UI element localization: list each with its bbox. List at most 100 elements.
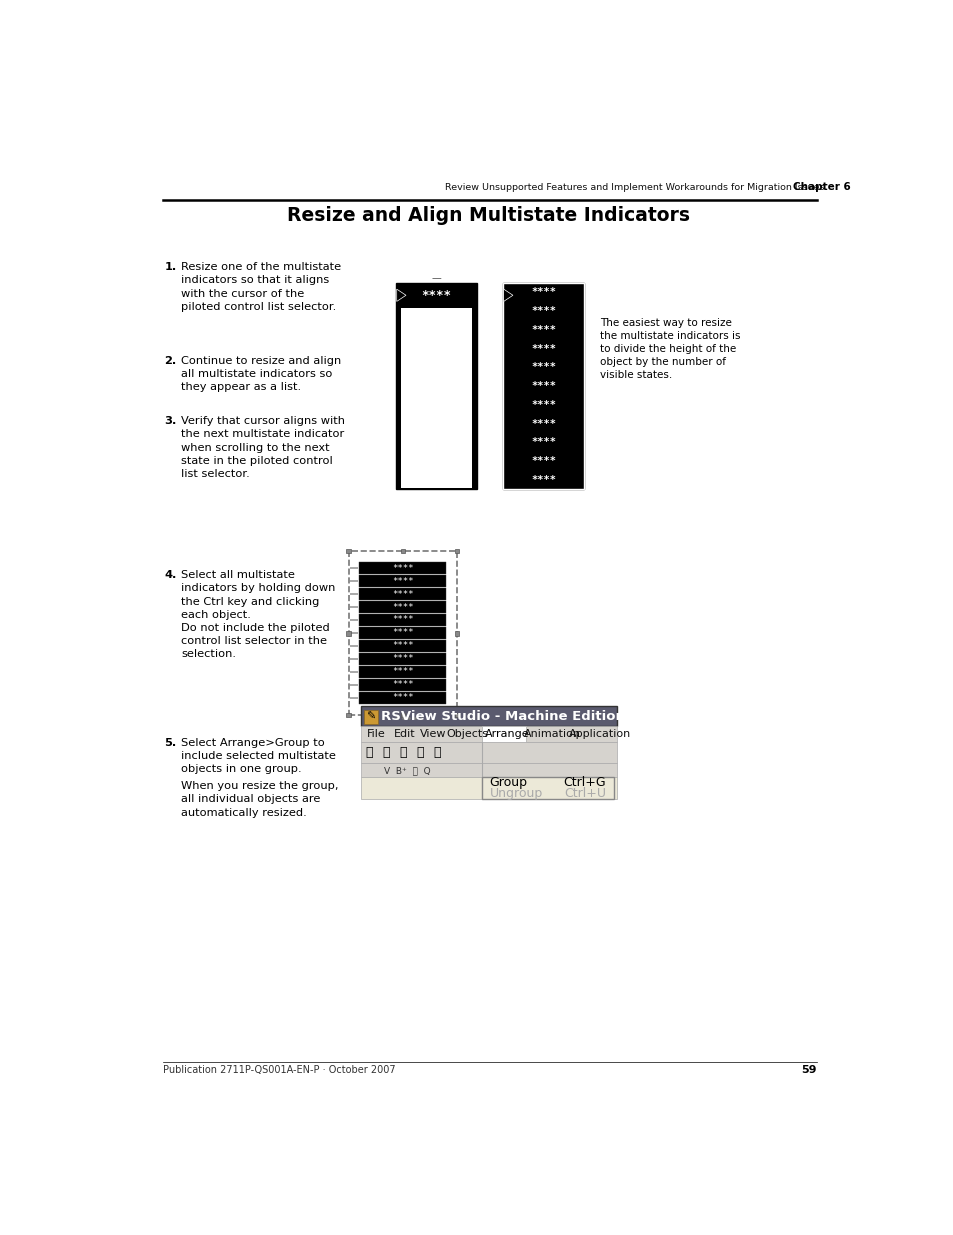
Text: Verify that cursor aligns with
the next multistate indicator
when scrolling to t: Verify that cursor aligns with the next … bbox=[181, 416, 345, 479]
Text: RSView Studio - Machine Edition: RSView Studio - Machine Edition bbox=[381, 710, 624, 722]
Text: ****: **** bbox=[421, 289, 451, 301]
Text: ****: **** bbox=[392, 667, 414, 677]
Bar bbox=[359, 614, 446, 626]
Text: 🖼: 🖼 bbox=[365, 746, 373, 760]
Text: Animation: Animation bbox=[523, 729, 580, 740]
Text: Continue to resize and align
all multistate indicators so
they appear as a list.: Continue to resize and align all multist… bbox=[181, 356, 341, 393]
Bar bbox=[359, 640, 446, 652]
Bar bbox=[350, 658, 357, 659]
Bar bbox=[359, 653, 446, 664]
Text: ****: **** bbox=[392, 655, 414, 663]
Bar bbox=[359, 601, 446, 613]
Bar bbox=[455, 631, 459, 636]
Bar bbox=[481, 726, 525, 742]
Text: ****: **** bbox=[392, 615, 414, 625]
Text: 📂: 📂 bbox=[433, 746, 440, 760]
Text: Objects: Objects bbox=[446, 729, 488, 740]
Bar bbox=[360, 706, 617, 726]
Bar bbox=[395, 283, 476, 489]
Bar bbox=[350, 632, 357, 634]
Bar bbox=[359, 588, 446, 600]
Text: 5.: 5. bbox=[164, 739, 176, 748]
Text: ****: **** bbox=[392, 629, 414, 637]
Bar bbox=[350, 580, 357, 582]
Text: ****: **** bbox=[531, 306, 556, 316]
Text: The easiest way to resize
the multistate indicators is
to divide the height of t: The easiest way to resize the multistate… bbox=[599, 317, 740, 380]
Text: File: File bbox=[367, 729, 386, 740]
Text: 🖨: 🖨 bbox=[398, 746, 406, 760]
Text: Arrange: Arrange bbox=[484, 729, 529, 740]
Bar bbox=[359, 692, 446, 704]
Text: 4.: 4. bbox=[164, 571, 176, 580]
Text: 1.: 1. bbox=[164, 262, 176, 272]
Text: ****: **** bbox=[531, 437, 556, 447]
Bar bbox=[359, 627, 446, 638]
Bar bbox=[400, 713, 405, 718]
Text: ****: **** bbox=[531, 382, 556, 391]
Bar bbox=[360, 763, 617, 777]
Bar bbox=[346, 631, 351, 636]
Text: ****: **** bbox=[392, 563, 414, 573]
Text: ****: **** bbox=[531, 419, 556, 429]
Text: Ungroup: Ungroup bbox=[489, 787, 542, 800]
Bar bbox=[401, 308, 472, 488]
Bar bbox=[455, 713, 459, 718]
Text: ****: **** bbox=[531, 288, 556, 298]
Polygon shape bbox=[396, 289, 406, 301]
Text: ****: **** bbox=[531, 456, 556, 466]
Text: Ctrl+G: Ctrl+G bbox=[562, 776, 605, 789]
Text: ****: **** bbox=[531, 343, 556, 353]
Bar bbox=[359, 678, 446, 690]
Bar bbox=[350, 567, 357, 569]
Text: View: View bbox=[419, 729, 446, 740]
Text: ****: **** bbox=[392, 589, 414, 599]
Text: ****: **** bbox=[531, 400, 556, 410]
Bar bbox=[350, 645, 357, 647]
Bar bbox=[400, 548, 405, 553]
Bar bbox=[350, 697, 357, 699]
Bar bbox=[359, 576, 446, 587]
Text: 💾: 💾 bbox=[382, 746, 389, 760]
Bar bbox=[350, 593, 357, 595]
Text: Resize and Align Multistate Indicators: Resize and Align Multistate Indicators bbox=[287, 206, 690, 225]
Polygon shape bbox=[503, 289, 513, 301]
Text: ****: **** bbox=[531, 325, 556, 335]
Bar bbox=[360, 742, 617, 763]
Text: Chapter 6: Chapter 6 bbox=[793, 182, 850, 193]
Bar bbox=[350, 606, 357, 608]
Text: ****: **** bbox=[392, 680, 414, 689]
Text: 2.: 2. bbox=[164, 356, 176, 366]
Text: ****: **** bbox=[531, 475, 556, 485]
Text: Application: Application bbox=[568, 729, 630, 740]
Text: 3.: 3. bbox=[164, 416, 176, 426]
Text: 59: 59 bbox=[801, 1065, 816, 1074]
Text: ****: **** bbox=[392, 603, 414, 611]
Text: Publication 2711P-QS001A-EN-P · October 2007: Publication 2711P-QS001A-EN-P · October … bbox=[163, 1065, 395, 1074]
Bar bbox=[346, 548, 351, 553]
Bar bbox=[455, 548, 459, 553]
Bar bbox=[360, 726, 617, 742]
Bar bbox=[350, 671, 357, 673]
Bar bbox=[481, 777, 613, 799]
Bar bbox=[360, 777, 617, 799]
Text: ****: **** bbox=[392, 577, 414, 585]
Text: Select Arrange>Group to
include selected multistate
objects in one group.: Select Arrange>Group to include selected… bbox=[181, 739, 335, 774]
Bar bbox=[350, 619, 357, 621]
Text: Edit: Edit bbox=[394, 729, 415, 740]
Text: ****: **** bbox=[392, 641, 414, 651]
Text: Ctrl+U: Ctrl+U bbox=[563, 787, 605, 800]
Text: Group: Group bbox=[489, 776, 527, 789]
Bar bbox=[364, 710, 377, 724]
Text: V  B⁺  ⓘ  Q: V B⁺ ⓘ Q bbox=[384, 766, 431, 774]
Text: Review Unsupported Features and Implement Workarounds for Migration Issues: Review Unsupported Features and Implemen… bbox=[444, 183, 823, 193]
Text: Do not include the piloted
control list selector in the
selection.: Do not include the piloted control list … bbox=[181, 622, 330, 659]
Text: ****: **** bbox=[531, 362, 556, 373]
Bar bbox=[359, 666, 446, 678]
Text: Select all multistate
indicators by holding down
the Ctrl key and clicking
each : Select all multistate indicators by hold… bbox=[181, 571, 335, 620]
Text: ✎: ✎ bbox=[366, 713, 375, 722]
Bar bbox=[359, 562, 446, 574]
Text: —: — bbox=[432, 273, 441, 283]
Text: When you resize the group,
all individual objects are
automatically resized.: When you resize the group, all individua… bbox=[181, 782, 338, 818]
Bar bbox=[502, 283, 583, 489]
Bar bbox=[350, 683, 357, 685]
